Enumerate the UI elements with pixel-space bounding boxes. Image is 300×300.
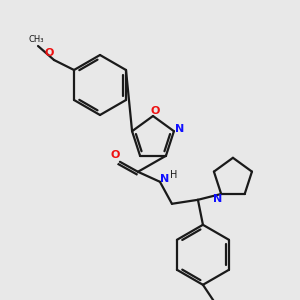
Text: O: O: [110, 150, 120, 160]
Text: N: N: [175, 124, 184, 134]
Text: O: O: [150, 106, 160, 116]
Text: CH₃: CH₃: [28, 34, 44, 43]
Text: N: N: [213, 194, 222, 204]
Text: H: H: [170, 170, 178, 180]
Text: N: N: [160, 174, 170, 184]
Text: O: O: [44, 48, 54, 58]
